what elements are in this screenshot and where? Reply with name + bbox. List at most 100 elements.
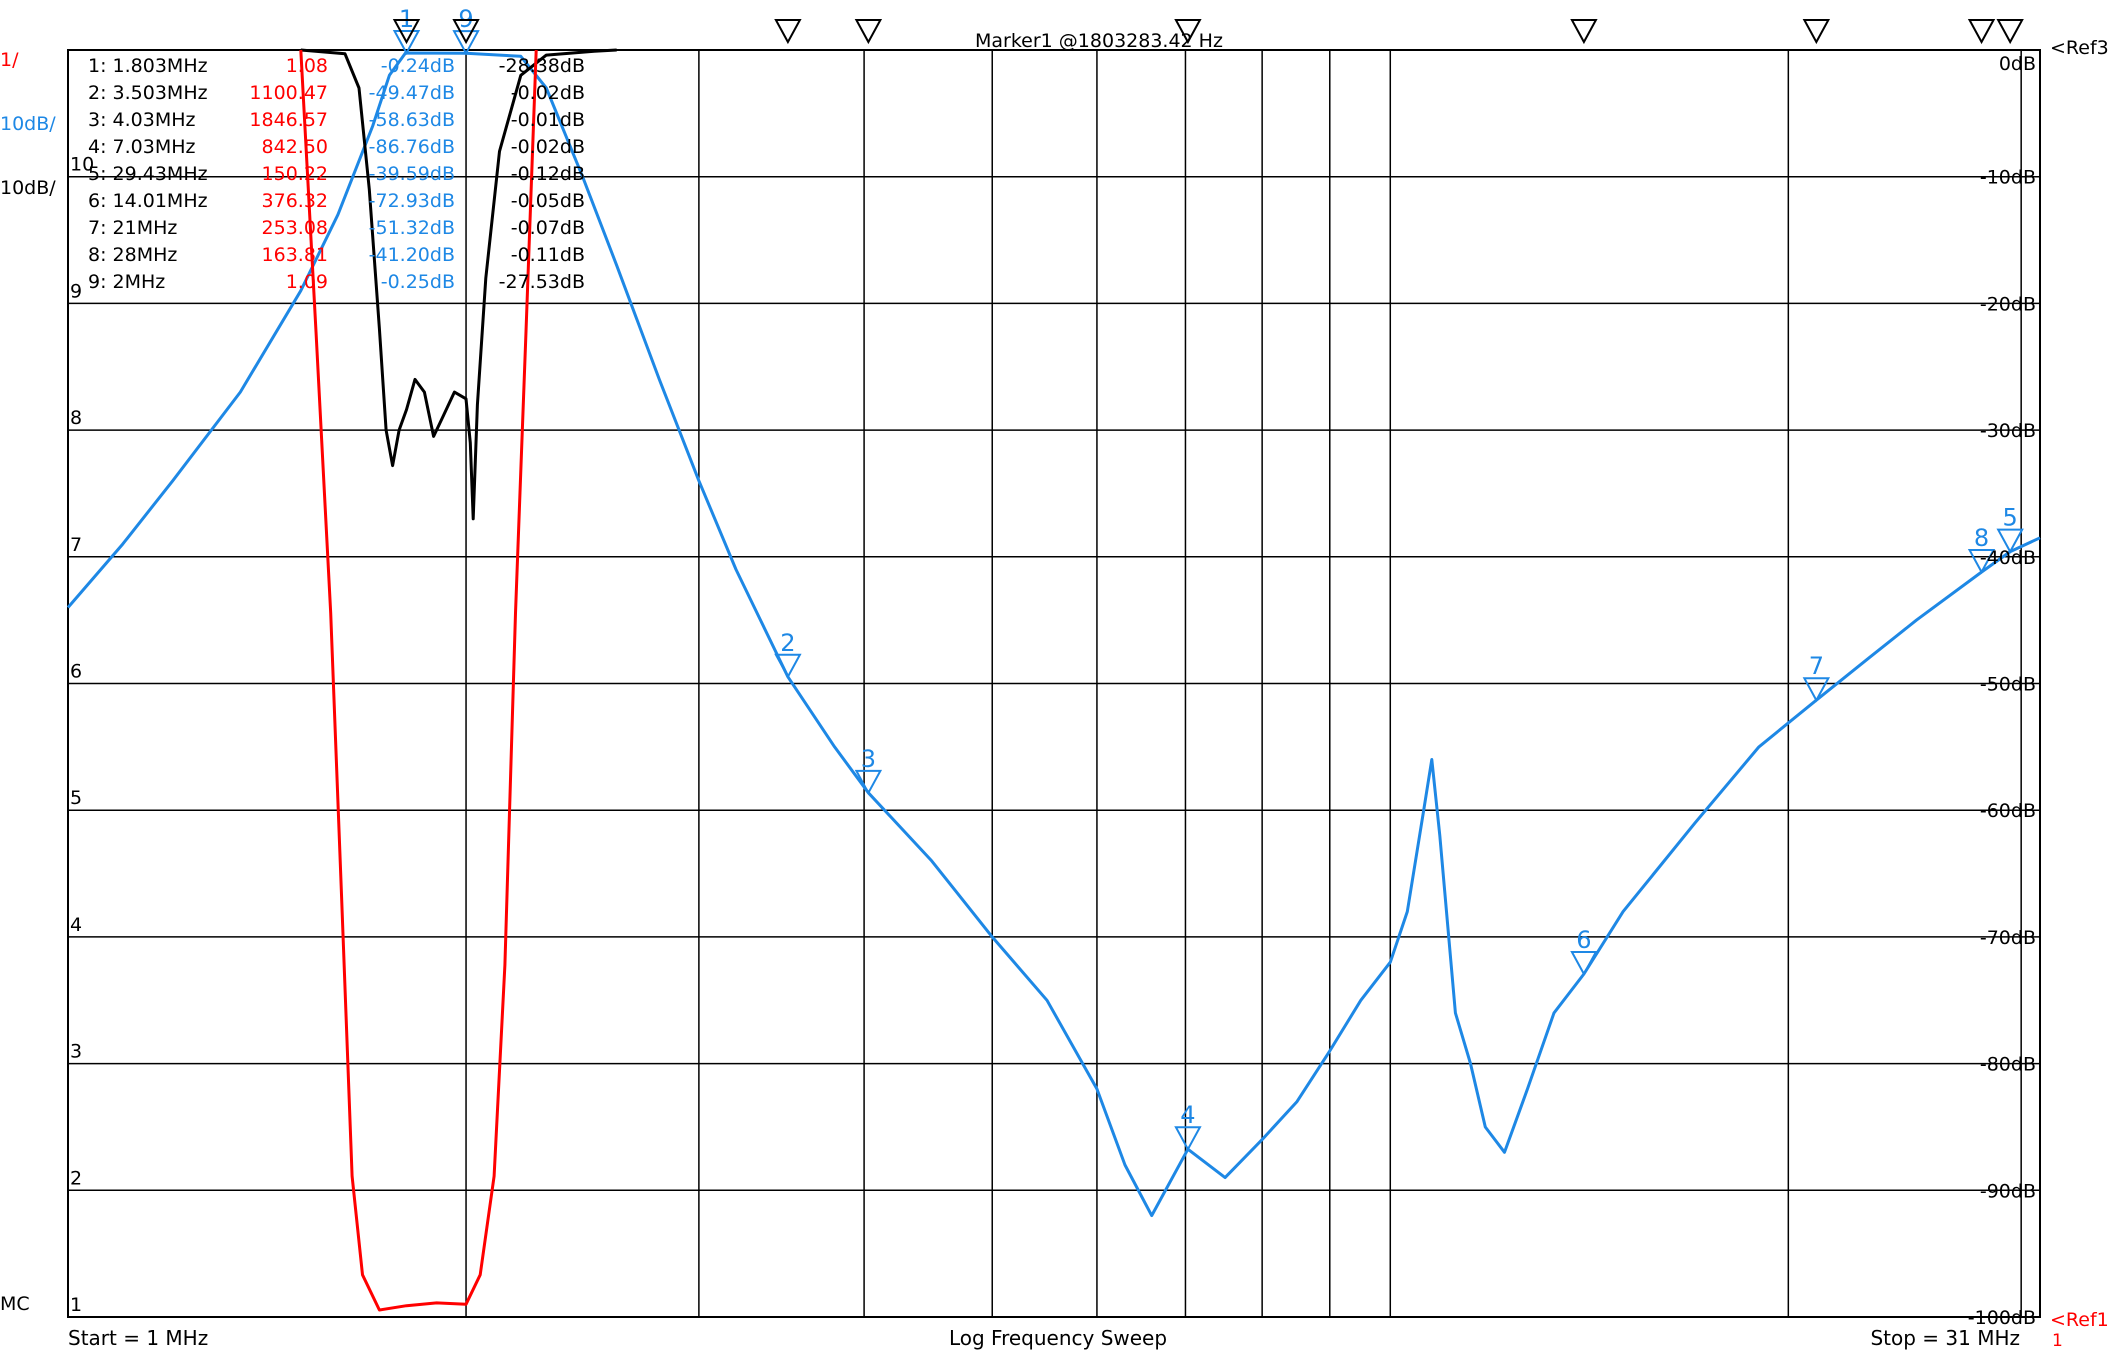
marker-row-s11: -0.11dB (511, 244, 585, 266)
marker-row-swr: 376.32 (262, 190, 328, 212)
marker-row-s11: -27.53dB (499, 271, 585, 293)
marker-row-s11: -28.38dB (499, 55, 585, 77)
marker-row-s21: -41.20dB (369, 244, 455, 266)
marker-row-s21: -51.32dB (369, 217, 455, 239)
marker-triangle (774, 653, 802, 679)
marker-row-swr: 1846.57 (249, 109, 328, 131)
marker-top-triangle (1967, 19, 1996, 45)
blue-scale-label: 10dB/ (0, 113, 56, 135)
marker-row-s11: -0.02dB (511, 136, 585, 158)
marker-row-freq: 2: 3.503MHz (88, 82, 208, 104)
right-tick-label: -10dB (1980, 167, 2036, 189)
marker-label: 6 (1576, 926, 1591, 954)
marker-top-triangle (1174, 19, 1202, 45)
marker-row-s21: -0.25dB (381, 271, 455, 293)
marker-row-s11: -0.02dB (511, 82, 585, 104)
left-tick-label: 2 (70, 1167, 82, 1189)
marker-row-s21: -86.76dB (369, 136, 455, 158)
trace-red (299, 49, 538, 1312)
marker-label: 7 (1809, 652, 1824, 680)
marker-top-triangle (854, 19, 883, 45)
marker-row-freq: 4: 7.03MHz (88, 136, 196, 158)
right-tick-label: -70dB (1980, 927, 2036, 949)
left-tick-label: 9 (70, 280, 82, 302)
left-tick-label: 5 (70, 787, 82, 809)
marker-top-triangle (1996, 19, 2024, 45)
marker-row-swr: 1.08 (286, 55, 328, 77)
chart-title: Log Frequency Sweep (949, 1326, 1167, 1350)
marker-triangle (1802, 677, 1831, 703)
marker-row-swr: 1100.47 (249, 82, 328, 104)
right-tick-label: -30dB (1980, 420, 2036, 442)
tick-labels: 10 9 8 7 6 5 4 3 2 1 0dB -10dB -20dB -30dB -40dB -50dB -… (70, 53, 2036, 1329)
marker-top-triangle (392, 19, 421, 45)
marker-row-swr: 150.22 (262, 163, 328, 185)
marker-triangle (1996, 528, 2024, 554)
marker-table: 1: 1.803MHz 1.08 -0.24dB -28.38dB 2: 3.503MH… (88, 55, 585, 293)
start-label: Start = 1 MHz (68, 1326, 208, 1350)
marker-row-freq: 9: 2MHz (88, 271, 165, 293)
red-scale-label: 1/ (0, 49, 19, 71)
marker-row-s21: -39.59dB (369, 163, 455, 185)
marker-triangle (1570, 951, 1598, 977)
marker-label: 2 (780, 629, 795, 657)
marker-label: 5 (2003, 504, 2018, 532)
left-tick-label: 10 (70, 154, 94, 176)
left-tick-label: 3 (70, 1041, 82, 1063)
marker-row-swr: 1.09 (286, 271, 328, 293)
left-tick-label: 6 (70, 661, 82, 683)
left-tick-label: 1 (70, 1294, 82, 1316)
marker-row-freq: 8: 28MHz (88, 244, 177, 266)
ref3-label: <Ref3 (2050, 37, 2109, 59)
marker-top-triangle (452, 19, 480, 45)
marker-label: 3 (861, 745, 876, 773)
marker-triangle (1174, 1126, 1202, 1152)
marker-row-freq: 5: 29.43MHz (88, 163, 208, 185)
marker-label: 4 (1180, 1101, 1195, 1129)
ref1-sub-label: 1 (2052, 1331, 2063, 1350)
left-tick-label: 4 (70, 914, 82, 936)
marker-row-s11: -0.05dB (511, 190, 585, 212)
right-tick-label: 0dB (1999, 53, 2036, 75)
marker-triangle (392, 30, 421, 56)
marker-row-s21: -58.63dB (369, 109, 455, 131)
axis-labels: 1/ 10dB/ 10dB/ MC Start = 1 MHz Log Freq… (0, 30, 2109, 1350)
marker-row-freq: 3: 4.03MHz (88, 109, 196, 131)
marker-row-s11: -0.12dB (511, 163, 585, 185)
right-tick-label: -100dB (1968, 1307, 2036, 1329)
right-tick-label: -20dB (1980, 293, 2036, 315)
ref1-label: <Ref1 (2050, 1309, 2109, 1331)
right-tick-label: -60dB (1980, 800, 2036, 822)
mc-label: MC (0, 1293, 30, 1315)
marker-row-swr: 163.81 (262, 244, 328, 266)
marker-row-swr: 253.08 (262, 217, 328, 239)
right-tick-label: -80dB (1980, 1054, 2036, 1076)
marker-top-triangle (1802, 19, 1831, 45)
right-tick-label: -50dB (1980, 674, 2036, 696)
trace-black (300, 48, 617, 521)
marker-row-s11: -0.07dB (511, 217, 585, 239)
right-tick-label: -90dB (1980, 1180, 2036, 1202)
left-tick-label: 7 (70, 534, 82, 556)
grid (67, 49, 2041, 1318)
marker-triangle (854, 769, 883, 795)
marker-row-s21: -72.93dB (369, 190, 455, 212)
marker-readout: Marker1 @1803283.42 Hz (975, 30, 1223, 52)
marker-row-freq: 7: 21MHz (88, 217, 177, 239)
stop-label: Stop = 31 MHz (1870, 1326, 2020, 1350)
right-tick-label: -40dB (1980, 547, 2036, 569)
marker-row-s11: -0.01dB (511, 109, 585, 131)
marker-row-s21: -0.24dB (381, 55, 455, 77)
marker-label: 8 (1974, 524, 1989, 552)
black-scale-label: 10dB/ (0, 177, 56, 199)
marker-triangle (1967, 549, 1996, 575)
marker-top-triangle (774, 19, 802, 45)
marker-row-s21: -49.47dB (369, 82, 455, 104)
marker-row-swr: 842.50 (262, 136, 328, 158)
marker-top-triangle (1570, 19, 1598, 45)
marker-row-freq: 6: 14.01MHz (88, 190, 208, 212)
left-tick-label: 8 (70, 407, 82, 429)
